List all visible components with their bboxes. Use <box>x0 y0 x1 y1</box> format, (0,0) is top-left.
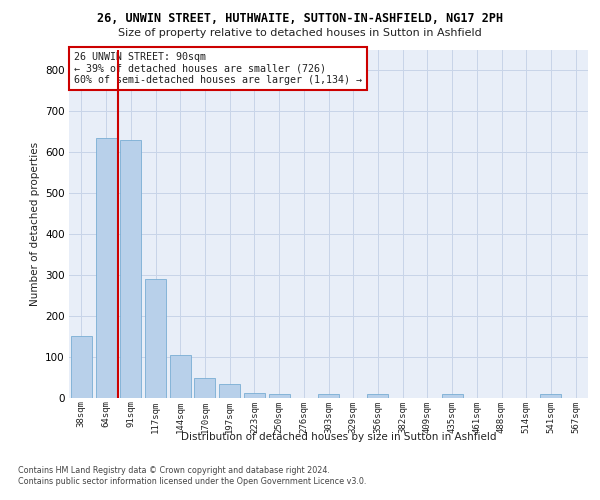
Text: 26, UNWIN STREET, HUTHWAITE, SUTTON-IN-ASHFIELD, NG17 2PH: 26, UNWIN STREET, HUTHWAITE, SUTTON-IN-A… <box>97 12 503 26</box>
Bar <box>120 140 141 398</box>
Text: Distribution of detached houses by size in Sutton in Ashfield: Distribution of detached houses by size … <box>181 432 497 442</box>
Bar <box>194 378 215 398</box>
Bar <box>145 279 166 398</box>
Bar <box>244 392 265 398</box>
Bar <box>442 394 463 398</box>
Bar <box>219 384 240 398</box>
Text: Size of property relative to detached houses in Sutton in Ashfield: Size of property relative to detached ho… <box>118 28 482 38</box>
Bar <box>541 394 562 398</box>
Bar <box>367 394 388 398</box>
Bar <box>269 394 290 398</box>
Bar <box>318 394 339 398</box>
Y-axis label: Number of detached properties: Number of detached properties <box>29 142 40 306</box>
Text: Contains HM Land Registry data © Crown copyright and database right 2024.: Contains HM Land Registry data © Crown c… <box>18 466 330 475</box>
Bar <box>71 336 92 398</box>
Bar <box>170 356 191 398</box>
Text: 26 UNWIN STREET: 90sqm
← 39% of detached houses are smaller (726)
60% of semi-de: 26 UNWIN STREET: 90sqm ← 39% of detached… <box>74 52 362 85</box>
Bar <box>95 138 116 398</box>
Text: Contains public sector information licensed under the Open Government Licence v3: Contains public sector information licen… <box>18 477 367 486</box>
